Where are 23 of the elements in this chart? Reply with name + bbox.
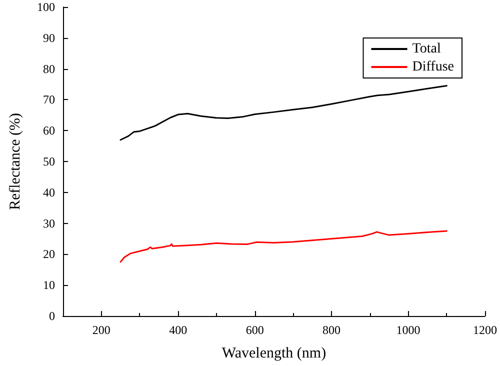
x-tick-label: 200 <box>92 323 110 337</box>
x-tick-label: 400 <box>169 323 188 337</box>
y-tick-label: 70 <box>43 92 55 107</box>
line-series <box>120 85 448 141</box>
line-series <box>120 230 448 263</box>
x-tick-label: 600 <box>246 323 264 337</box>
y-tick-label: 30 <box>43 216 55 230</box>
x-tick-label: 1000 <box>396 323 420 337</box>
legend-label: Total <box>412 42 441 56</box>
x-tick-label: 1200 <box>473 323 497 337</box>
y-tick-label: 100 <box>37 0 55 14</box>
y-tick-label: 40 <box>43 185 55 200</box>
y-tick-label: 60 <box>43 124 55 138</box>
y-tick-label: 50 <box>43 154 55 168</box>
y-tick-label: 10 <box>43 278 55 292</box>
legend-label: Diffuse <box>412 60 454 74</box>
y-tick-label: 0 <box>49 309 55 323</box>
y-axis-title: Reflectance (%) <box>8 112 24 210</box>
y-tick-label: 20 <box>43 247 55 262</box>
x-axis-title: Wavelength (nm) <box>222 346 326 362</box>
x-tick-label: 800 <box>322 323 341 337</box>
y-tick-label: 80 <box>43 62 55 76</box>
y-tick-label: 90 <box>43 30 55 45</box>
